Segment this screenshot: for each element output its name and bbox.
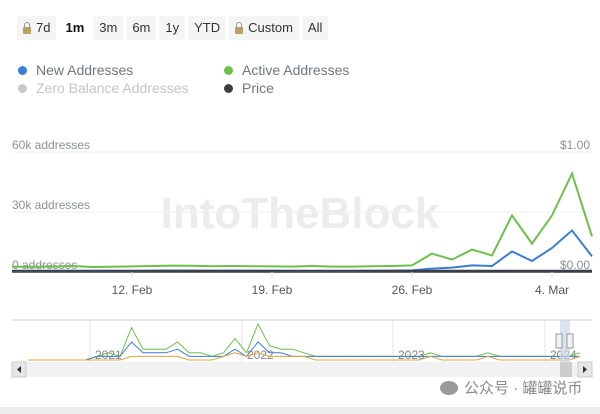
navigator-year-label: 2021 bbox=[95, 348, 122, 362]
range-button-1m[interactable]: 1m bbox=[59, 16, 91, 40]
y-axis-left-label: 0 addresses bbox=[12, 258, 77, 272]
y-axis-right-label: $1.00 bbox=[560, 138, 590, 152]
bottom-bar bbox=[0, 407, 600, 414]
footer-watermark-text: 公众号 · 罐罐说币 bbox=[464, 380, 583, 397]
footer-watermark: 公众号 · 罐罐说币 bbox=[440, 377, 582, 398]
scrollbar-thumb[interactable] bbox=[560, 362, 572, 377]
range-button-custom[interactable]: Custom bbox=[229, 16, 299, 40]
y-axis-right-label: $0.00 bbox=[560, 258, 590, 272]
range-button-label: 7d bbox=[36, 20, 51, 35]
legend-item-active-addresses[interactable]: Active Addresses bbox=[224, 62, 349, 78]
range-button-label: YTD bbox=[194, 20, 221, 35]
legend-item-zero-balance-addresses[interactable]: Zero Balance Addresses bbox=[18, 80, 189, 96]
navigator-handle-left[interactable] bbox=[555, 333, 563, 349]
arrow-left-icon bbox=[17, 366, 21, 373]
navigator-year-label: 2023 bbox=[398, 348, 425, 362]
legend-marker bbox=[18, 83, 27, 93]
intotheblock-watermark: IntoTheBlock bbox=[161, 189, 440, 238]
range-button-3m[interactable]: 3m bbox=[93, 16, 124, 40]
time-range-selector: 7d 1m 3m 6m 1y YTD Custom All bbox=[17, 16, 329, 40]
series-line-active-addresses bbox=[12, 170, 593, 269]
range-button-ytd[interactable]: YTD bbox=[188, 16, 227, 40]
range-button-label: 6m bbox=[132, 20, 151, 35]
legend-label: Active Addresses bbox=[242, 62, 350, 78]
navigator-series-line bbox=[28, 352, 581, 361]
x-axis-label: 19. Feb bbox=[252, 283, 293, 297]
range-button-label: All bbox=[307, 20, 323, 35]
range-button-label: Custom bbox=[248, 20, 293, 35]
range-button-all[interactable]: All bbox=[301, 16, 329, 40]
range-button-6m[interactable]: 6m bbox=[126, 16, 157, 40]
legend-marker bbox=[18, 65, 27, 75]
range-button-label: 3m bbox=[99, 20, 118, 35]
navigator-selection bbox=[560, 320, 570, 377]
legend-item-price[interactable]: Price bbox=[224, 80, 274, 96]
y-axis-left-label: 60k addresses bbox=[12, 138, 90, 152]
wechat-icon bbox=[440, 380, 458, 395]
legend-label: Price bbox=[242, 80, 274, 96]
legend-item-new-addresses[interactable]: New Addresses bbox=[18, 62, 133, 78]
range-button-7d[interactable]: 7d bbox=[17, 16, 57, 40]
legend-marker bbox=[224, 83, 233, 93]
legend-marker bbox=[224, 65, 233, 75]
x-axis-label: 4. Mar bbox=[535, 283, 569, 297]
legend-label: New Addresses bbox=[36, 62, 134, 78]
lock-icon bbox=[23, 21, 31, 34]
x-axis-label: 26. Feb bbox=[392, 283, 433, 297]
x-axis-label: 12. Feb bbox=[112, 283, 153, 297]
scrollbar-track[interactable] bbox=[12, 362, 592, 377]
navigator-year-label: 2022 bbox=[247, 348, 274, 362]
lock-icon bbox=[235, 21, 244, 34]
legend-label: Zero Balance Addresses bbox=[36, 80, 189, 96]
arrow-right-icon bbox=[583, 366, 587, 373]
navigator-handle-right[interactable] bbox=[566, 333, 574, 349]
y-axis-left-label: 30k addresses bbox=[12, 198, 90, 212]
range-button-label: 1m bbox=[65, 20, 85, 35]
range-button-label: 1y bbox=[165, 20, 180, 35]
range-button-1y[interactable]: 1y bbox=[159, 16, 186, 40]
